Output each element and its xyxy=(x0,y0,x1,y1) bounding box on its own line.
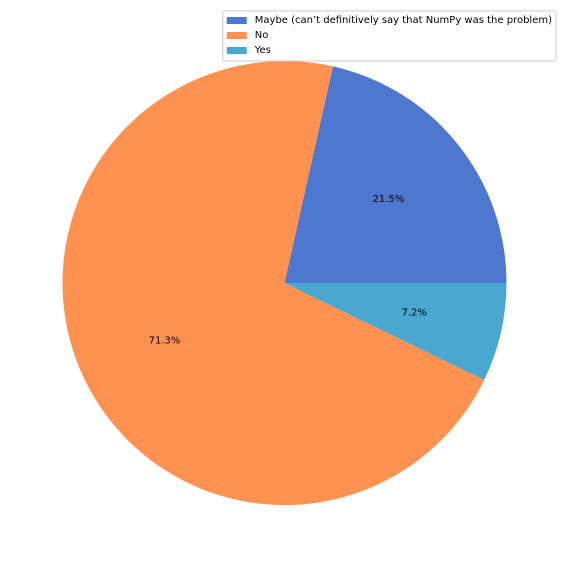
legend-swatch-1 xyxy=(226,32,247,39)
pie-slice-2 xyxy=(284,283,507,381)
slice-labels: 21.5% 71.3% 7.2% xyxy=(149,194,427,346)
slice-percent-label-1: 71.3% xyxy=(149,335,181,346)
slice-percent-label-2: 7.2% xyxy=(402,307,427,318)
pie-slices xyxy=(62,61,507,506)
legend-items: Maybe (can’t definitively say that NumPy… xyxy=(226,15,552,56)
pie-slice-1 xyxy=(62,61,485,506)
legend-swatch-0 xyxy=(226,17,247,24)
legend-label-0: Maybe (can’t definitively say that NumPy… xyxy=(255,15,552,26)
legend: Maybe (can’t definitively say that NumPy… xyxy=(222,10,557,62)
legend-swatch-2 xyxy=(226,47,247,54)
legend-frame xyxy=(222,10,557,62)
slice-percent-label-0: 21.5% xyxy=(373,194,405,205)
legend-label-1: No xyxy=(255,30,269,41)
pie-slice-0 xyxy=(284,66,507,283)
legend-label-2: Yes xyxy=(254,45,271,56)
